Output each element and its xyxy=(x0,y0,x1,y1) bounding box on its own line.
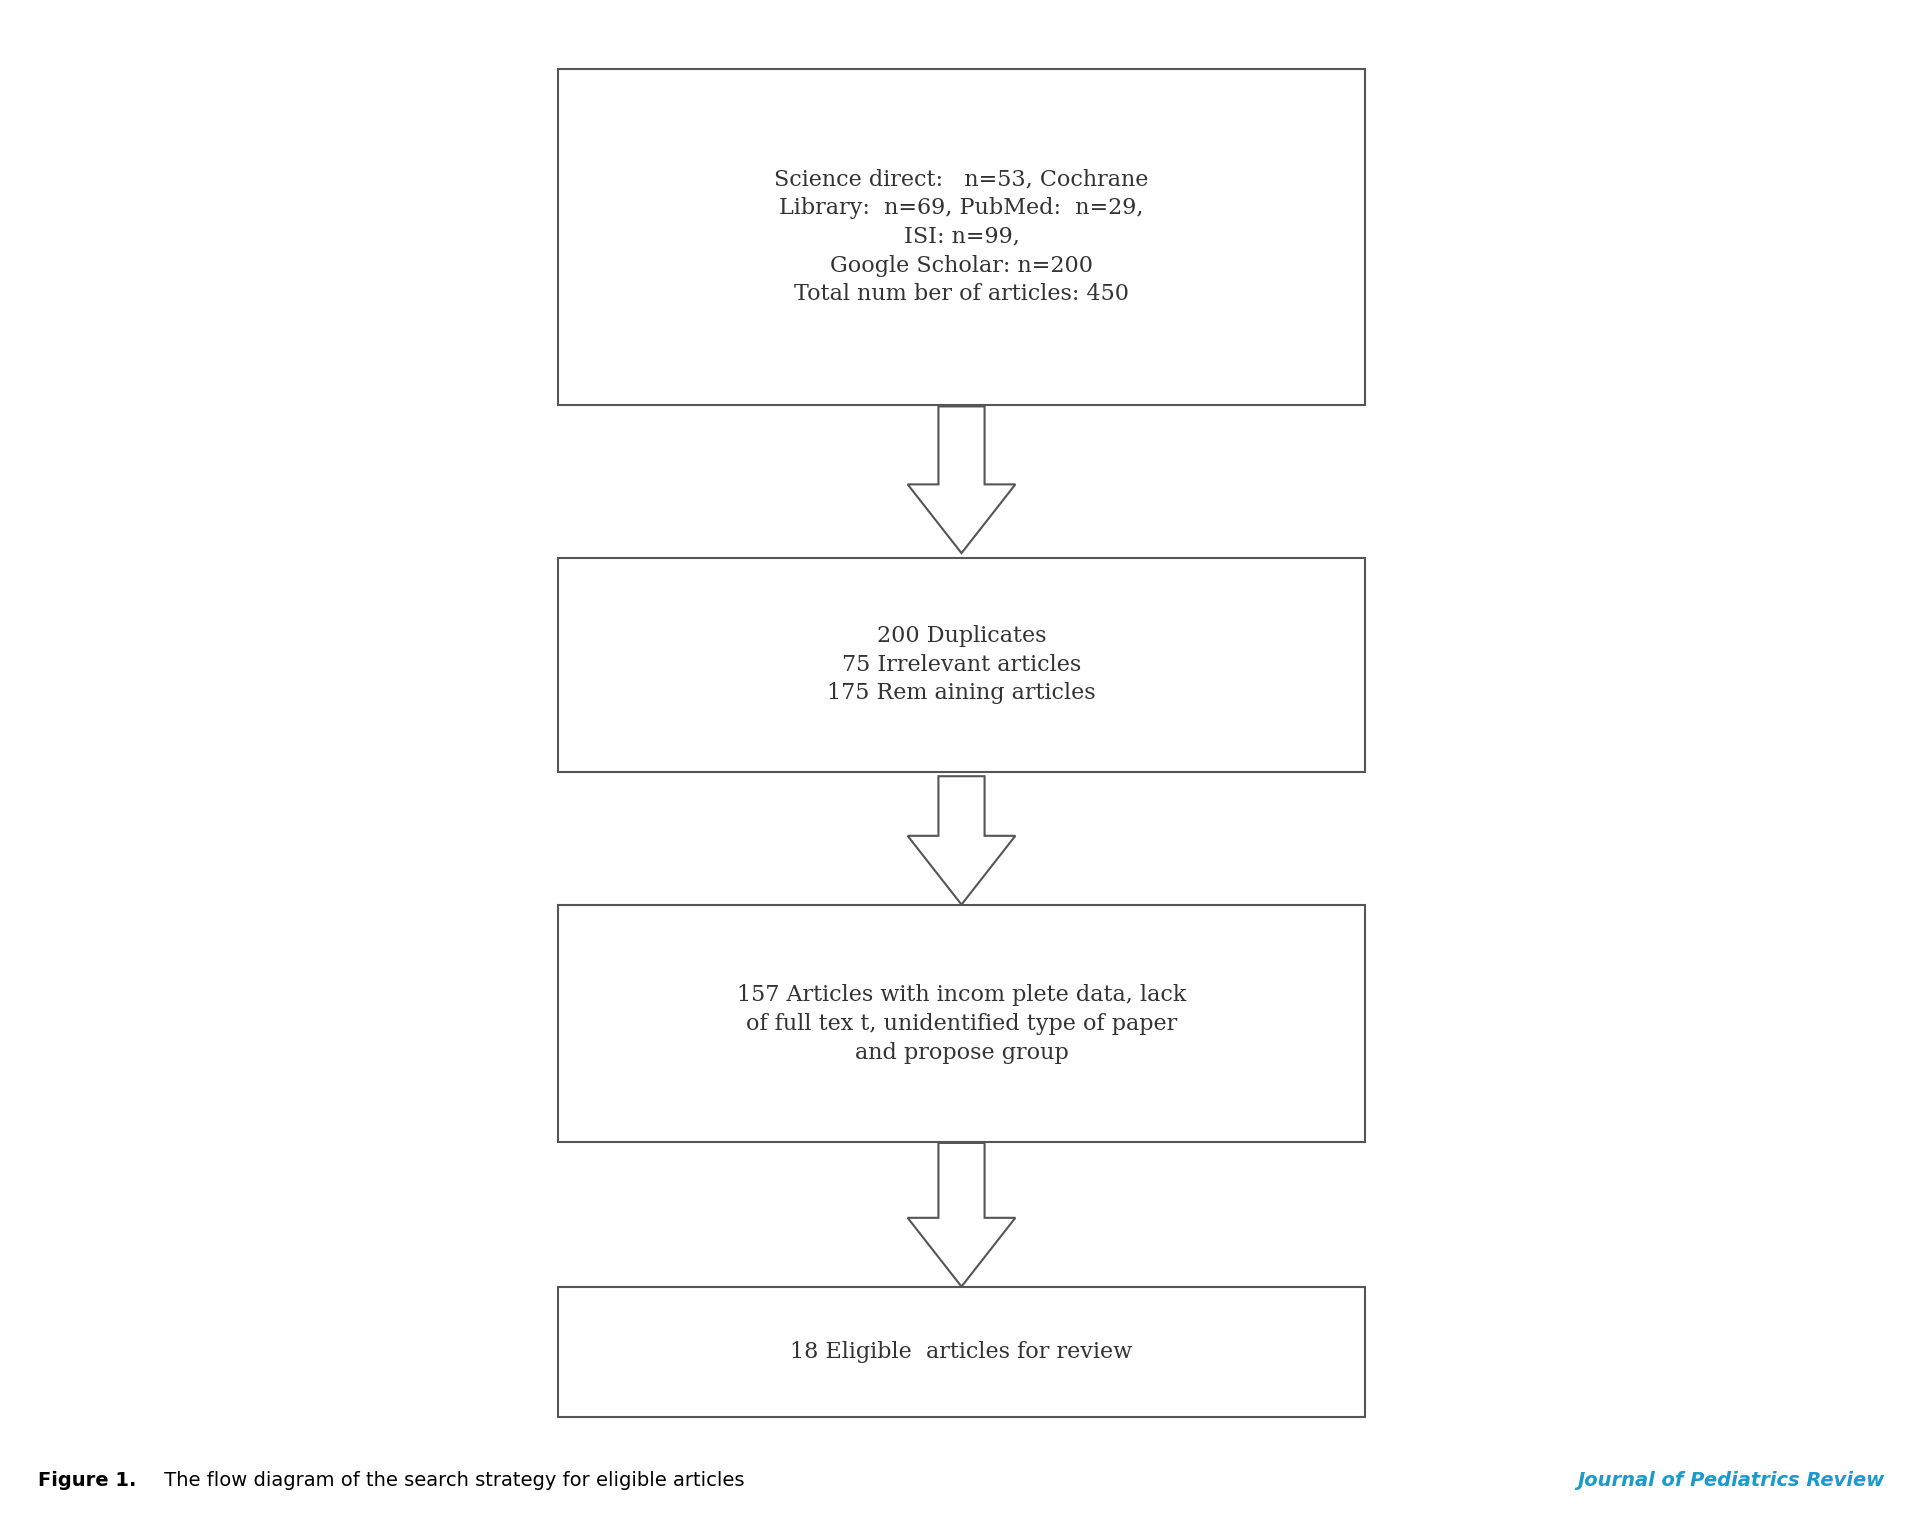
Text: 200 Duplicates
75 Irrelevant articles
175 Rem aining articles: 200 Duplicates 75 Irrelevant articles 17… xyxy=(827,625,1096,704)
Bar xyxy=(558,905,1365,1143)
Text: Science direct:   n=53, Cochrane
Library:  n=69, PubMed:  n=29,
ISI: n=99,
Googl: Science direct: n=53, Cochrane Library: … xyxy=(775,168,1148,306)
Text: Journal of Pediatrics Review: Journal of Pediatrics Review xyxy=(1577,1471,1885,1490)
Polygon shape xyxy=(908,406,1015,553)
Text: Figure 1.: Figure 1. xyxy=(38,1471,137,1490)
Polygon shape xyxy=(908,776,1015,905)
Text: The flow diagram of the search strategy for eligible articles: The flow diagram of the search strategy … xyxy=(158,1471,744,1490)
Text: 18 Eligible  articles for review: 18 Eligible articles for review xyxy=(790,1342,1133,1363)
Bar xyxy=(558,558,1365,772)
Polygon shape xyxy=(908,1143,1015,1287)
Bar xyxy=(558,1287,1365,1418)
Bar xyxy=(558,69,1365,405)
Text: 157 Articles with incom plete data, lack
of full tex t, unidentified type of pap: 157 Articles with incom plete data, lack… xyxy=(737,984,1186,1063)
